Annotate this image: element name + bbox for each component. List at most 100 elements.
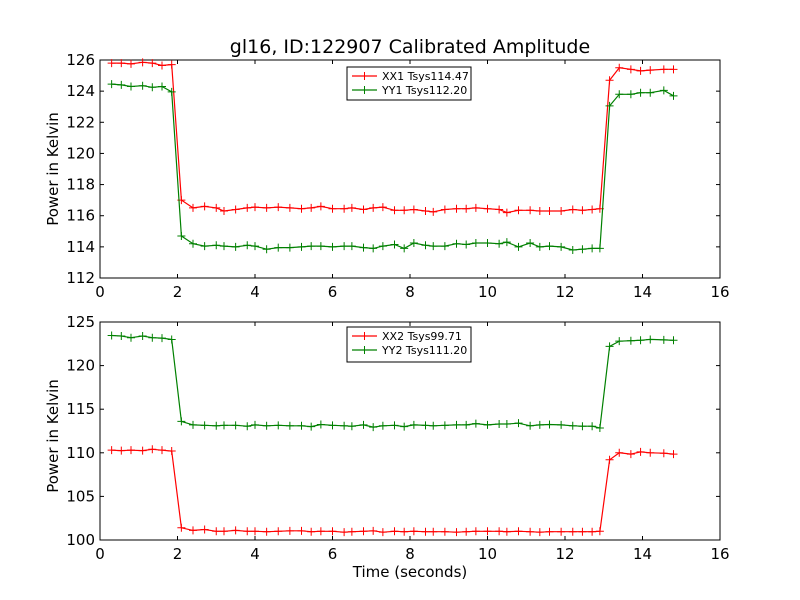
data-point-marker (605, 101, 614, 110)
data-point-marker (148, 83, 157, 92)
x-tick-label: 0 (95, 545, 105, 563)
data-point-marker (307, 527, 316, 536)
data-point-marker (347, 242, 356, 251)
data-point-marker (462, 204, 471, 213)
data-point-marker (316, 242, 325, 251)
y-tick-label: 126 (66, 51, 95, 69)
data-point-marker (347, 203, 356, 212)
data-point-marker (316, 527, 325, 536)
data-point-marker (588, 527, 597, 536)
data-point-marker (378, 242, 387, 251)
data-point-marker (297, 421, 306, 430)
data-point-marker (340, 242, 349, 251)
data-point-marker (440, 421, 449, 430)
data-point-marker (307, 203, 316, 212)
data-point-marker (189, 203, 197, 212)
data-point-marker (328, 527, 337, 536)
data-point-marker (347, 422, 356, 431)
x-tick-label: 6 (328, 545, 338, 563)
data-point-marker (262, 203, 271, 212)
data-point-marker (452, 420, 461, 429)
x-tick-label: 14 (633, 545, 652, 563)
x-tick-label: 12 (555, 283, 574, 301)
data-point-marker (669, 450, 678, 459)
data-point-marker (117, 331, 126, 340)
data-point-marker (483, 204, 492, 213)
legend-label: XX1 Tsys114.47 (382, 70, 469, 83)
data-point-marker (285, 243, 294, 252)
x-tick-label: 4 (250, 283, 260, 301)
data-point-marker (340, 421, 349, 430)
data-point-marker (274, 203, 283, 212)
data-point-marker (429, 242, 438, 251)
data-point-marker (274, 421, 283, 430)
legend-box (346, 66, 472, 101)
data-point-marker (545, 527, 554, 536)
data-point-marker (578, 422, 587, 431)
data-point-marker (495, 239, 504, 248)
data-point-marker (220, 242, 228, 251)
legend-marker (360, 346, 369, 354)
data-point-marker (514, 527, 523, 536)
data-point-marker (243, 422, 252, 431)
data-point-marker (471, 419, 480, 428)
data-point-marker (328, 204, 337, 213)
data-point-marker (340, 204, 349, 213)
data-point-marker (409, 527, 418, 536)
data-point-marker (243, 203, 252, 212)
y-tick-label: 110 (66, 444, 95, 462)
data-point-marker (568, 245, 577, 254)
data-point-marker (316, 202, 325, 211)
data-point-marker (502, 420, 511, 429)
data-point-marker (578, 245, 587, 254)
data-point-marker (495, 527, 504, 536)
data-point-marker (231, 421, 240, 430)
data-point-marker (316, 420, 325, 429)
data-point-marker (578, 527, 587, 536)
y-tick-label: 120 (66, 357, 95, 375)
data-point-marker (297, 526, 306, 535)
data-point-marker (138, 446, 147, 455)
data-point-marker (545, 420, 554, 429)
data-point-marker (615, 63, 624, 72)
y-tick-label: 116 (66, 207, 95, 225)
data-point-marker (646, 66, 655, 75)
data-point-marker (138, 58, 147, 67)
data-point-marker (646, 88, 655, 97)
y-tick-label: 118 (66, 176, 95, 194)
data-point-marker (262, 245, 271, 254)
top-panel: 0 2 4 6 8 10 12 14 16 112 114 116 118 120 122 124 126 XX1… (66, 51, 729, 301)
data-point-marker (200, 242, 209, 251)
data-point-marker (400, 422, 409, 431)
y-tick-label: 105 (66, 487, 95, 505)
data-point-marker (557, 420, 566, 429)
data-point-marker (138, 81, 147, 90)
data-point-marker (535, 420, 544, 429)
data-point-marker (452, 239, 461, 248)
data-point-marker (440, 205, 449, 214)
data-point-marker (158, 446, 166, 455)
x-tick-label: 6 (328, 283, 338, 301)
y-tick-label: 115 (66, 400, 95, 418)
y-tick-label: 122 (66, 113, 95, 131)
data-point-marker (158, 334, 166, 343)
data-point-marker (429, 421, 438, 430)
x-tick-label: 2 (173, 545, 183, 563)
data-point-marker (605, 76, 614, 85)
data-point-marker (307, 422, 316, 431)
bottom-panel: 0 2 4 6 8 10 12 14 16 100 105 110 115 120 125 XX2 Tsys9… (66, 313, 729, 563)
x-tick-label: 8 (405, 283, 415, 301)
data-point-marker (274, 527, 283, 536)
data-point-marker (107, 59, 116, 68)
bottom-y-axis-label: Power in Kelvin (44, 379, 62, 493)
data-point-marker (595, 527, 604, 536)
data-point-marker (200, 525, 209, 534)
data-point-marker (502, 238, 511, 247)
data-point-marker (158, 82, 166, 91)
data-point-marker (117, 446, 126, 455)
data-point-marker (409, 205, 418, 214)
y-tick-label: 100 (66, 531, 95, 549)
data-point-marker (440, 527, 449, 536)
